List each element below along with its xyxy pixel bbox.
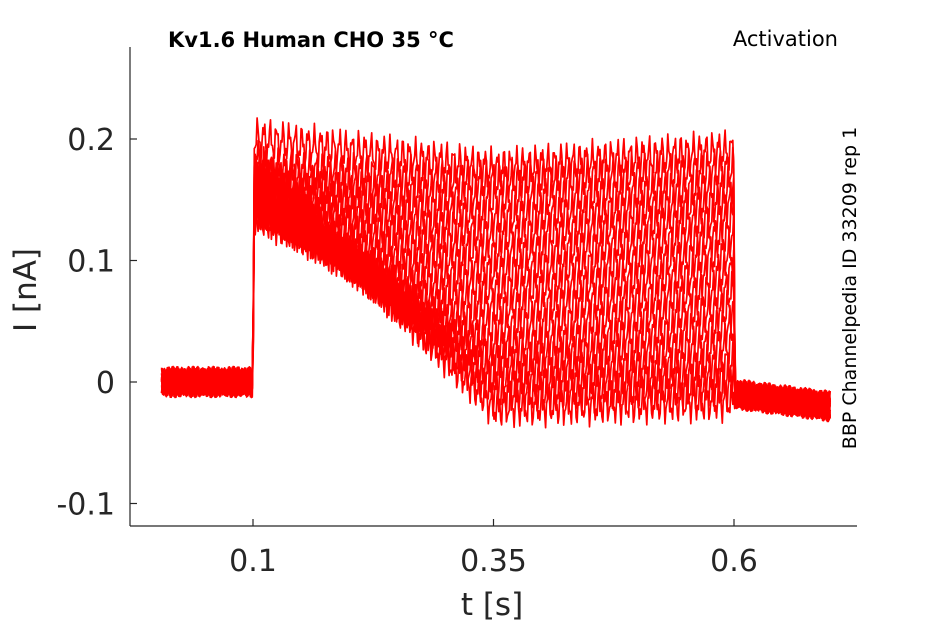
chart-title: Kv1.6 Human CHO 35 °C xyxy=(168,28,454,52)
y-tick-label: 0.1 xyxy=(67,245,115,280)
chart-corner-label: Activation xyxy=(733,27,838,51)
x-tick-label: 0.35 xyxy=(460,544,527,579)
y-tick-label: 0 xyxy=(96,366,115,401)
x-tick-label: 0.1 xyxy=(229,544,277,579)
plot-area xyxy=(160,117,832,429)
current-trace xyxy=(160,117,832,420)
x-axis-ticks: 0.1 0.35 0.6 xyxy=(229,519,758,579)
x-tick-label: 0.6 xyxy=(710,544,758,579)
y-axis-label: I [nA] xyxy=(8,248,44,332)
current-trace xyxy=(160,146,832,421)
x-axis-label: t [s] xyxy=(461,587,523,623)
y-axis-ticks: -0.1 0 0.1 0.2 xyxy=(56,123,137,523)
y-tick-label: -0.1 xyxy=(56,488,115,523)
y-tick-label: 0.2 xyxy=(67,123,115,158)
chart-side-label: BBP Channelpedia ID 33209 rep 1 xyxy=(839,127,861,449)
